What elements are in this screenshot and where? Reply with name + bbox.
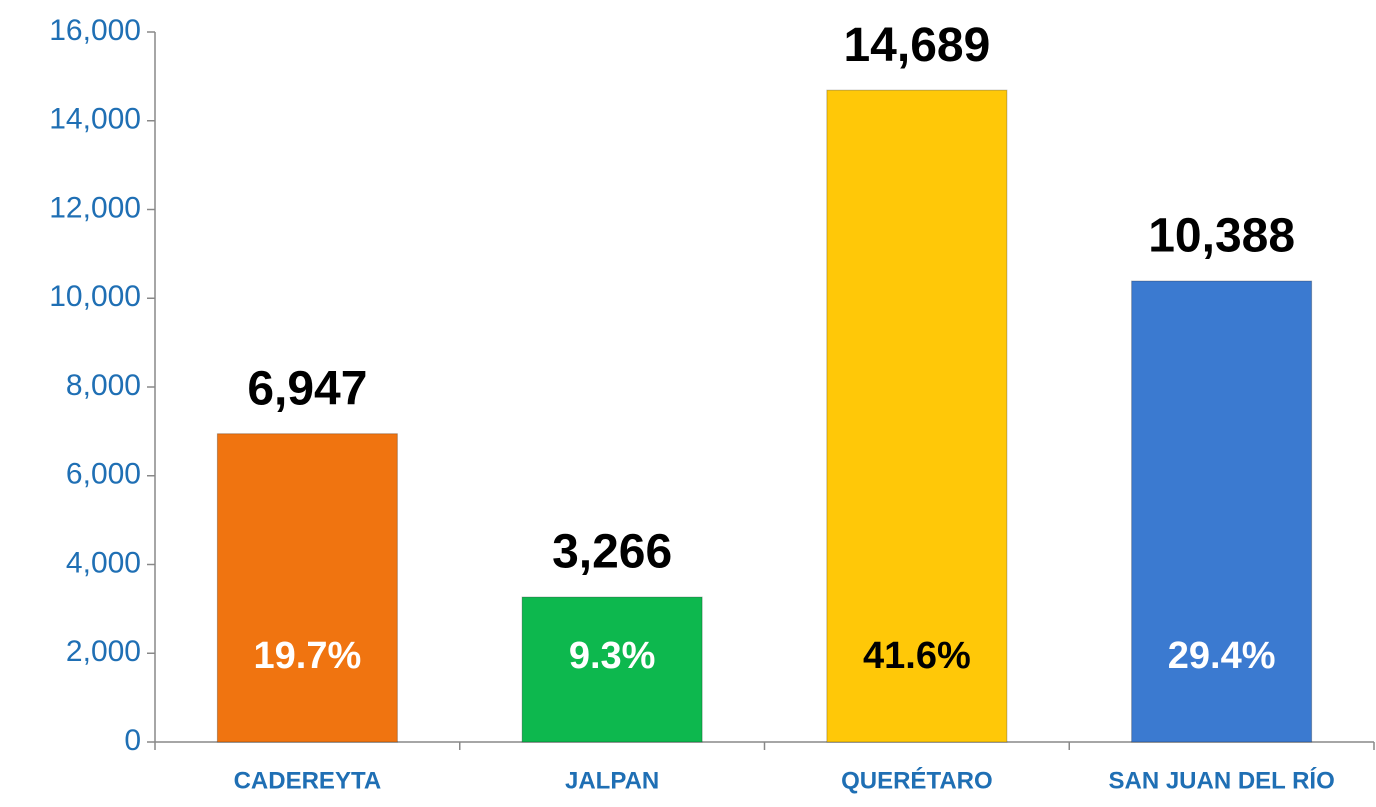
y-tick-label: 12,000 [49,191,141,224]
x-tick-label: JALPAN [565,767,659,794]
y-tick-label: 10,000 [49,280,141,313]
value-label: 10,388 [1148,210,1295,263]
share-label: 9.3% [569,635,656,677]
y-tick-label: 14,000 [49,103,141,136]
value-label: 6,947 [247,362,367,415]
bar [1131,280,1313,743]
y-tick-label: 0 [124,724,141,757]
y-tick-label: 16,000 [49,14,141,47]
x-tick-label: QUERÉTARO [841,766,993,794]
y-tick-label: 4,000 [66,546,141,579]
bar [216,433,398,743]
share-label: 29.4% [1168,635,1276,677]
y-tick-label: 2,000 [66,635,141,668]
y-tick-label: 6,000 [66,458,141,491]
bar [521,596,703,743]
y-tick-label: 8,000 [66,369,141,402]
x-tick-label: CADEREYTA [234,767,382,794]
bar [826,89,1008,743]
share-label: 41.6% [863,635,971,677]
value-label: 3,266 [552,526,672,579]
value-label: 14,689 [843,19,990,72]
share-label: 19.7% [254,635,362,677]
x-tick-label: SAN JUAN DEL RÍO [1108,766,1334,794]
